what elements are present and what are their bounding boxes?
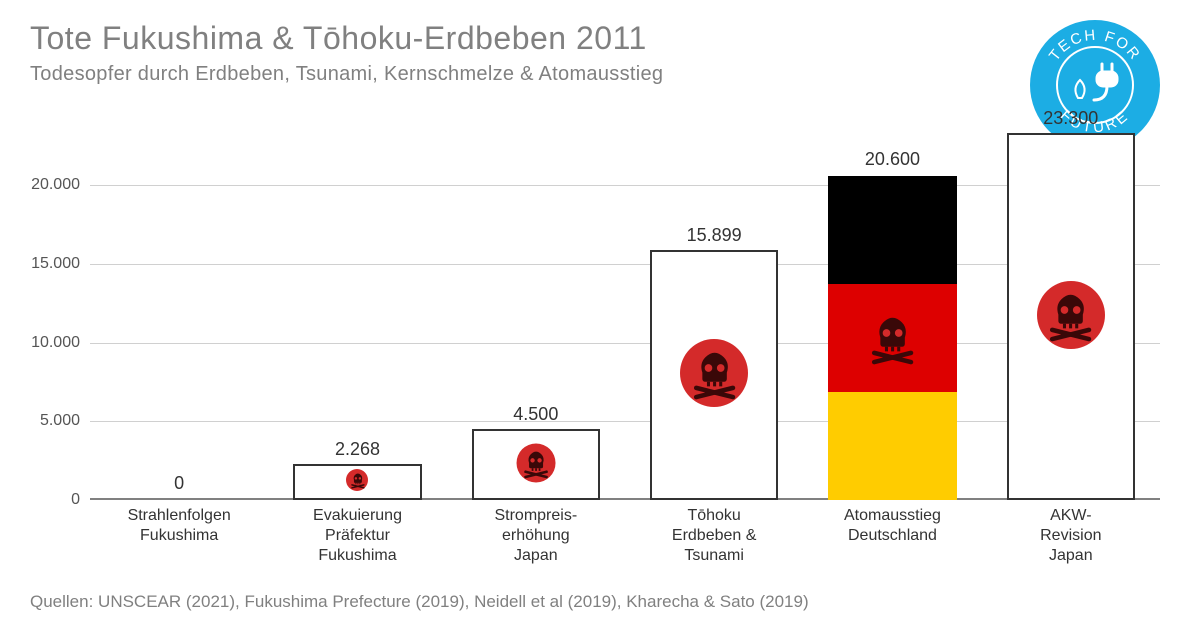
logo-text-top: TECH FOR bbox=[1046, 27, 1144, 65]
xtick-label: TōhokuErdbeben &Tsunami bbox=[625, 506, 803, 566]
skull-badge bbox=[680, 339, 748, 407]
skull-badge bbox=[516, 443, 555, 482]
ytick-label: 15.000 bbox=[20, 255, 80, 273]
bar-value-label: 2.268 bbox=[295, 439, 419, 460]
bar: 23.300 bbox=[1007, 133, 1135, 500]
source-text: Quellen: UNSCEAR (2021), Fukushima Prefe… bbox=[30, 592, 1170, 612]
skull-badge bbox=[1037, 281, 1105, 349]
skull-icon bbox=[518, 445, 553, 480]
ytick-label: 10.000 bbox=[20, 334, 80, 352]
bar: 20.600 bbox=[828, 176, 956, 500]
page-subtitle: Todesopfer durch Erdbeben, Tsunami, Kern… bbox=[30, 63, 1170, 86]
bar-slot: 4.500 bbox=[447, 130, 625, 500]
xtick-label: StrahlenfolgenFukushima bbox=[90, 506, 268, 566]
bar-slot: 20.600 bbox=[803, 130, 981, 500]
leaf-icon bbox=[1075, 80, 1084, 98]
skull-icon bbox=[1040, 284, 1101, 345]
xtick-label: Strompreis-erhöhungJapan bbox=[447, 506, 625, 566]
ytick-label: 0 bbox=[20, 491, 80, 509]
skull-icon bbox=[684, 342, 745, 403]
skull-badge bbox=[858, 304, 926, 372]
chart: 05.00010.00015.00020.000 02.268 4.500 15… bbox=[90, 130, 1160, 500]
ytick-label: 20.000 bbox=[20, 176, 80, 194]
bar-slot: 2.268 bbox=[268, 130, 446, 500]
bar: 4.500 bbox=[472, 429, 600, 500]
skull-icon bbox=[348, 470, 368, 490]
plug-icon bbox=[1094, 64, 1117, 100]
bar-value-label: 4.500 bbox=[474, 404, 598, 425]
bar-value-label: 20.600 bbox=[828, 149, 956, 170]
skull-badge bbox=[346, 469, 368, 491]
ytick-label: 5.000 bbox=[20, 412, 80, 430]
skull-icon bbox=[862, 307, 923, 368]
bar-segment bbox=[828, 392, 956, 500]
bar-value-label: 0 bbox=[115, 473, 243, 494]
xtick-label: AKW-RevisionJapan bbox=[982, 506, 1160, 566]
bar-slot: 0 bbox=[90, 130, 268, 500]
bar-slot: 15.899 bbox=[625, 130, 803, 500]
bar-slot: 23.300 bbox=[982, 130, 1160, 500]
page-title: Tote Fukushima & Tōhoku-Erdbeben 2011 bbox=[30, 20, 1170, 57]
bar: 15.899 bbox=[650, 250, 778, 500]
bar: 2.268 bbox=[293, 464, 421, 500]
bar-value-label: 15.899 bbox=[652, 225, 776, 246]
svg-text:TECH FOR: TECH FOR bbox=[1046, 27, 1144, 65]
xtick-label: EvakuierungPräfekturFukushima bbox=[268, 506, 446, 566]
xtick-label: AtomausstiegDeutschland bbox=[803, 506, 981, 566]
bar-segment bbox=[828, 176, 956, 284]
bar-value-label: 23.300 bbox=[1009, 108, 1133, 129]
